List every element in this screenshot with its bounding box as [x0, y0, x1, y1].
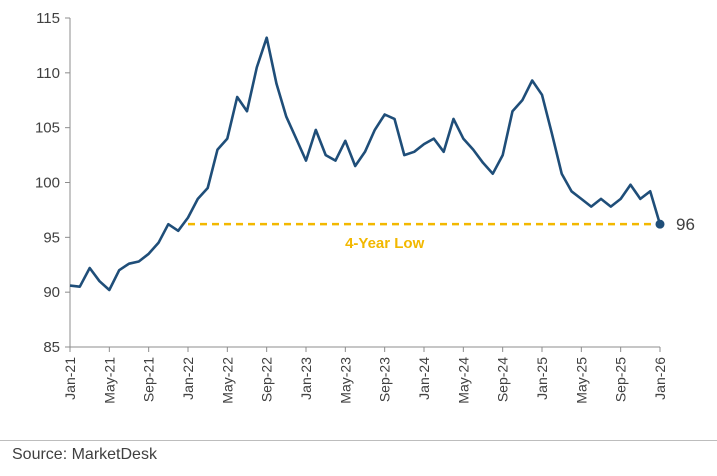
x-axis: Jan-21 May-21 Sep-21 Jan-22 May-22 Sep-22 Jan-…: [62, 346, 668, 404]
x-tick-label: Jan-25: [534, 357, 550, 400]
y-tick-label: 110: [36, 65, 60, 82]
x-tick-label: Sep-25: [613, 357, 629, 402]
x-tick-label: Sep-24: [495, 357, 511, 402]
x-tick-label: May-25: [573, 357, 589, 404]
x-tick-label: May-21: [101, 357, 117, 404]
y-tick-label: 105: [35, 120, 60, 137]
source-note: Source: MarketDesk: [12, 446, 157, 463]
y-tick-label: 100: [35, 175, 60, 192]
end-point-marker: [655, 219, 665, 229]
x-tick-label: Sep-23: [377, 357, 393, 402]
y-tick-label: 115: [36, 10, 60, 27]
y-tick-label: 90: [43, 284, 60, 301]
y-axis: 85 90 95 100 105 110 115: [35, 10, 71, 356]
y-tick-label: 95: [43, 229, 60, 246]
x-tick-label: Jan-23: [298, 357, 314, 400]
x-tick-label: Sep-21: [141, 357, 157, 402]
x-tick-label: Jan-26: [652, 357, 668, 400]
x-tick-label: May-22: [219, 357, 235, 404]
y-tick-label: 85: [43, 339, 60, 356]
four-year-low-annotation: 4-Year Low: [345, 235, 425, 252]
x-tick-label: Jan-24: [416, 357, 432, 400]
end-value-label: 96: [676, 215, 695, 234]
x-tick-label: Sep-22: [259, 357, 275, 402]
x-tick-label: Jan-21: [62, 357, 78, 400]
x-tick-label: May-23: [337, 357, 353, 404]
x-tick-label: May-24: [455, 357, 471, 404]
x-tick-label: Jan-22: [180, 357, 196, 400]
source-divider: [0, 440, 717, 441]
series-line: [69, 36, 662, 292]
